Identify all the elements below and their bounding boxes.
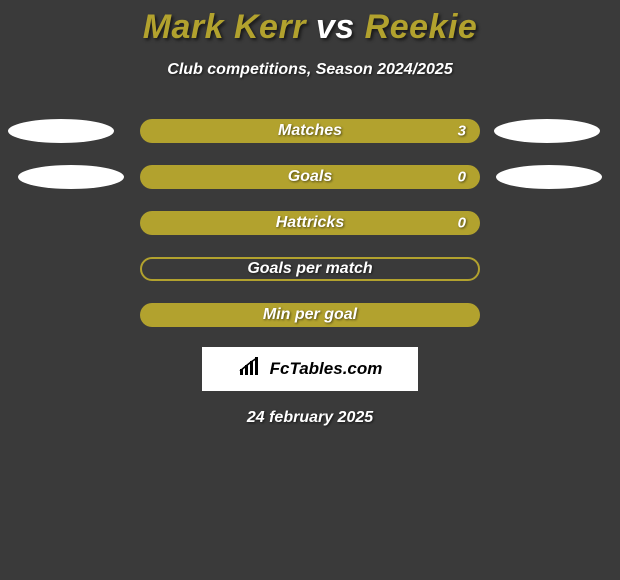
ellipse-icon [496, 165, 602, 189]
stat-value: 0 [458, 169, 466, 186]
date-label: 24 february 2025 [247, 409, 373, 427]
stat-value: 0 [458, 215, 466, 232]
stat-row: Goals 0 [0, 165, 620, 189]
stat-row: Hattricks 0 [0, 211, 620, 235]
stat-value: 3 [458, 123, 466, 140]
stat-bar: Min per goal [140, 303, 480, 327]
ellipse-icon [8, 119, 114, 143]
stat-label: Goals [288, 168, 332, 186]
stat-row: Min per goal [0, 303, 620, 327]
logo-box: FcTables.com [202, 347, 418, 391]
stat-label: Goals per match [247, 260, 372, 278]
ellipse-icon [494, 119, 600, 143]
stat-label: Matches [278, 122, 342, 140]
stat-bar: Hattricks 0 [140, 211, 480, 235]
stat-row: Matches 3 [0, 119, 620, 143]
stat-bar: Matches 3 [140, 119, 480, 143]
stat-bar: Goals 0 [140, 165, 480, 189]
stat-bar: Goals per match [140, 257, 480, 281]
subtitle: Club competitions, Season 2024/2025 [167, 61, 452, 79]
stat-label: Min per goal [263, 306, 357, 324]
page-title: Mark Kerr vs Reekie [143, 8, 478, 47]
logo-text: FcTables.com [270, 359, 383, 379]
bar-chart-icon [238, 357, 264, 382]
ellipse-icon [18, 165, 124, 189]
stat-label: Hattricks [276, 214, 344, 232]
stat-row: Goals per match [0, 257, 620, 281]
stat-rows: Matches 3 Goals 0 Hattricks 0 Goals per match M… [0, 119, 620, 327]
